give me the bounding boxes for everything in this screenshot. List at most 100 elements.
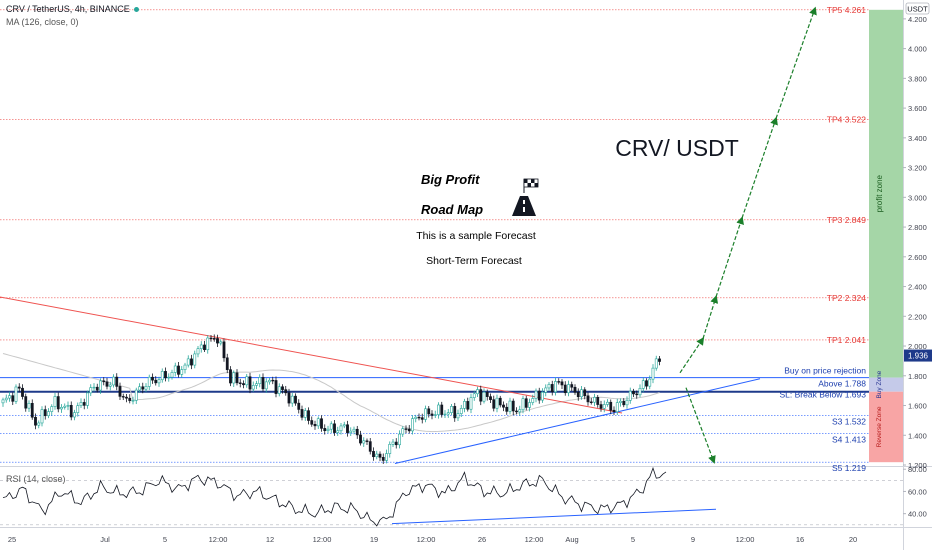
candle-body <box>313 424 317 427</box>
candle-body <box>612 409 616 413</box>
candle-body <box>492 399 496 409</box>
candle-body <box>316 418 320 427</box>
candle-body <box>219 341 223 344</box>
support-level-label: S4 1.413 <box>832 434 866 444</box>
road-map-text: Road Map <box>421 202 483 217</box>
price-axis-label: 2.600 <box>908 253 927 262</box>
candle-body <box>479 389 483 402</box>
candle-body <box>157 379 161 384</box>
candle-body <box>456 413 460 419</box>
price-axis-label: 2.400 <box>908 283 927 292</box>
candle-body <box>238 382 242 384</box>
forecast-up-arrow <box>741 116 778 219</box>
candle-body <box>336 430 340 433</box>
candle-body <box>593 397 596 403</box>
candle-body <box>589 401 593 403</box>
candle-body <box>537 390 541 401</box>
candle-body <box>359 434 362 444</box>
candle-body <box>518 409 522 413</box>
candle-body <box>144 386 148 390</box>
candle-body <box>56 396 60 410</box>
tp-level-label: TP3 2.849 <box>827 215 866 225</box>
candle-body <box>154 379 158 384</box>
big-profit-text: Big Profit <box>421 172 480 187</box>
sample-forecast-text: This is a sample Forecast <box>416 230 536 242</box>
reverse-zone <box>869 391 903 463</box>
candle-body <box>248 376 252 390</box>
candle-body <box>193 353 197 366</box>
flag-check <box>527 183 531 187</box>
candle-body <box>27 403 31 409</box>
candle-body <box>580 389 583 398</box>
candle-body <box>50 406 54 412</box>
time-axis-label: 12 <box>266 535 274 544</box>
support-level-label: S5 1.219 <box>832 463 866 473</box>
stop-loss-label: SL: Break Below 1.693 <box>780 390 867 400</box>
candle-body <box>264 381 268 390</box>
candle-body <box>115 376 119 387</box>
candle-body <box>4 397 8 401</box>
candle-body <box>235 372 239 384</box>
candle-body <box>521 398 525 411</box>
candle-body <box>24 396 28 409</box>
candle-body <box>271 379 275 382</box>
candle-body <box>619 400 622 403</box>
time-axis-label: Jul <box>100 535 110 544</box>
candle-body <box>222 341 226 359</box>
forecast-down-arrow <box>685 387 716 464</box>
candle-body <box>92 386 96 389</box>
candle-body <box>609 401 613 411</box>
time-axis-label: 12:00 <box>736 535 755 544</box>
candle-body <box>151 376 154 381</box>
candle-body <box>440 404 444 415</box>
candle-body <box>118 386 122 397</box>
price-axis-label: 3.400 <box>908 134 927 143</box>
candle-body <box>160 371 164 381</box>
candle-body <box>554 381 557 393</box>
candle-body <box>108 384 112 387</box>
candle-body <box>420 417 424 420</box>
candle-body <box>173 365 177 373</box>
candle-body <box>450 406 453 413</box>
time-axis-label: 12:00 <box>525 535 544 544</box>
candle-body <box>407 428 411 432</box>
candle-body <box>60 407 63 410</box>
symbol-title: CRV / TetherUS, 4h, BINANCE <box>6 4 130 14</box>
candle-body <box>557 381 561 383</box>
candle-body <box>355 428 359 436</box>
candle-body <box>125 396 128 399</box>
currency-badge <box>905 2 930 15</box>
forecast-up-arrow <box>679 336 705 374</box>
candle-body <box>528 402 531 408</box>
rsi-axis-label: 60.00 <box>908 487 927 496</box>
candle-body <box>368 441 372 452</box>
candle-body <box>583 389 587 397</box>
candle-body <box>599 404 603 409</box>
candle-body <box>66 405 70 407</box>
candle-body <box>570 384 574 388</box>
candle-body <box>17 386 21 389</box>
candle-body <box>427 408 431 415</box>
candle-body <box>255 383 258 386</box>
candle-body <box>515 410 518 413</box>
candle-body <box>550 384 554 393</box>
candle-body <box>511 400 515 412</box>
candle-body <box>290 395 294 404</box>
candle-body <box>602 404 606 409</box>
candle-body <box>8 395 11 399</box>
rsi-line <box>2 466 667 527</box>
candle-body <box>567 384 570 394</box>
price-axis-label: 3.200 <box>908 164 927 173</box>
candle-body <box>651 367 655 380</box>
candle-body <box>508 400 512 412</box>
candle-body <box>326 428 330 431</box>
candle-body <box>586 395 590 403</box>
candle-body <box>596 397 600 405</box>
candle-body <box>164 371 167 379</box>
candle-body <box>134 389 138 401</box>
last-price-label: 1.936 <box>908 352 929 361</box>
candle-body <box>167 376 171 379</box>
candle-body <box>378 453 382 458</box>
